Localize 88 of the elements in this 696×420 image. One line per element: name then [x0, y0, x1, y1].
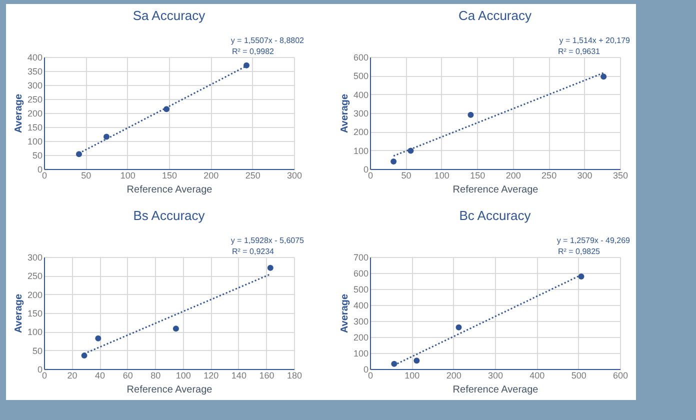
- x-tick-label: 300: [577, 170, 592, 180]
- x-tick-label: 120: [204, 370, 219, 380]
- y-tick-label: 200: [353, 127, 368, 138]
- x-tick-label: 80: [150, 370, 161, 380]
- point: [468, 112, 474, 118]
- text: y = 1,514x + 20,179: [559, 36, 631, 45]
- y-tick-label: 100: [353, 146, 368, 156]
- x-tick-label: 140: [231, 370, 246, 380]
- y-axis-title: Average: [13, 94, 24, 134]
- y-tick-label: 200: [353, 332, 368, 342]
- y-tick-label: 250: [27, 271, 42, 282]
- x-tick-label: 60: [122, 370, 133, 380]
- x-axis-title: Reference Average: [452, 384, 539, 396]
- y-axis-title: Average: [13, 294, 24, 334]
- point: [244, 62, 250, 68]
- point: [267, 264, 274, 271]
- chart-title: Bc Accuracy: [459, 208, 532, 223]
- y-tick-label: 600: [353, 268, 368, 278]
- x-tick-label: 150: [470, 170, 486, 180]
- y-tick-label: 300: [353, 108, 368, 118]
- text: R² = 0,9631: [558, 47, 601, 56]
- x-tick-label: 250: [245, 170, 260, 180]
- x-tick-label: 50: [81, 170, 92, 180]
- point: [600, 74, 607, 80]
- x-tick-label: 40: [95, 370, 106, 380]
- x-tick-label: 300: [488, 370, 504, 380]
- chart-title: Sa Accuracy: [132, 8, 206, 23]
- point: [390, 158, 397, 165]
- y-tick-label: 150: [27, 122, 42, 132]
- x-tick-label: 20: [67, 370, 78, 380]
- x-tick-label: 180: [286, 370, 302, 380]
- point: [578, 274, 584, 280]
- x-tick-label: 500: [571, 370, 586, 380]
- y-tick-label: 100: [27, 327, 42, 338]
- x-tick-label: 200: [506, 170, 521, 180]
- x-tick-label: 350: [612, 170, 628, 180]
- y-axis-title: Average: [339, 294, 350, 334]
- x-tick-label: 400: [530, 370, 545, 380]
- y-tick-label: 50: [32, 346, 42, 356]
- y-tick-label: 500: [353, 284, 368, 294]
- y-tick-label: 400: [353, 90, 368, 100]
- text: R² = 0,9825: [558, 247, 601, 256]
- y-tick-label: 200: [27, 290, 42, 300]
- y-tick-label: 400: [353, 300, 368, 310]
- y-tick-label: 100: [27, 136, 42, 146]
- x-tick-label: 100: [176, 370, 191, 380]
- point: [164, 106, 170, 112]
- y-tick-label: 200: [27, 108, 42, 118]
- y-tick-label: 100: [353, 348, 368, 358]
- y-axis-title: Average: [339, 94, 350, 134]
- y-tick-label: 700: [353, 252, 368, 262]
- text: R² = 0,9982: [232, 47, 275, 56]
- chart-title: Bs Accuracy: [133, 208, 206, 223]
- y-tick-label: 500: [353, 71, 368, 82]
- y-tick-label: 300: [353, 316, 368, 326]
- x-tick-label: 200: [446, 370, 462, 380]
- x-tick-label: 250: [542, 170, 557, 180]
- x-tick-label: 100: [404, 370, 420, 380]
- point: [391, 360, 398, 367]
- x-axis-title: Reference Average: [126, 184, 213, 196]
- y-tick-label: 300: [27, 252, 42, 262]
- y-tick-label: 600: [353, 52, 368, 62]
- x-tick-label: 150: [162, 170, 178, 180]
- x-tick-label: 600: [612, 370, 628, 380]
- y-tick-label: 400: [27, 52, 42, 62]
- y-tick-label: 350: [27, 66, 42, 76]
- text: R² = 0,9234: [232, 247, 275, 256]
- x-axis-title: Reference Average: [452, 184, 539, 196]
- point: [76, 151, 82, 158]
- x-tick-label: 300: [286, 170, 302, 180]
- y-tick-label: 250: [27, 94, 42, 104]
- text: y = 1,5507x - 8,8802: [230, 36, 305, 45]
- x-tick-label: 100: [434, 170, 450, 180]
- y-tick-label: 150: [27, 308, 42, 318]
- point: [414, 358, 420, 364]
- point: [172, 326, 179, 332]
- point: [456, 324, 462, 330]
- x-tick-label: 50: [401, 170, 412, 180]
- y-tick-label: 300: [27, 80, 42, 90]
- x-axis-title: Reference Average: [126, 384, 213, 396]
- chart-title: Ca Accuracy: [458, 8, 532, 23]
- x-tick-label: 160: [259, 370, 274, 380]
- text: y = 1,5928x - 5,6075: [230, 236, 305, 245]
- x-tick-label: 100: [120, 170, 136, 180]
- point: [95, 335, 102, 342]
- y-tick-label: 50: [32, 150, 42, 160]
- x-tick-label: 200: [204, 170, 219, 180]
- text: y = 1,2579x - 49,269: [556, 236, 631, 245]
